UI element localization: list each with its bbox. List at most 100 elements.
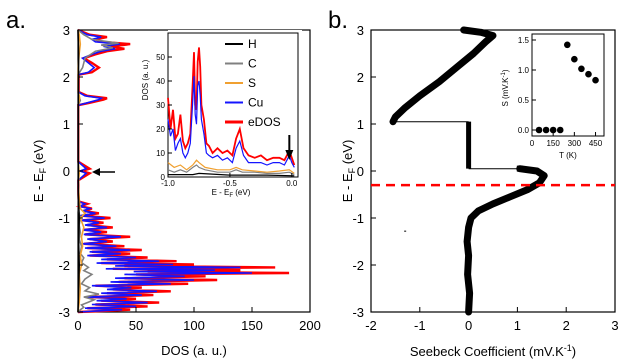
panel-label-b: b. xyxy=(328,7,348,34)
inset-y-tick-label: 10 xyxy=(156,149,165,158)
x-tick-label: 0 xyxy=(74,318,81,333)
inset-series-line-c xyxy=(167,164,295,176)
inset-y-tick-label: 50 xyxy=(156,53,165,62)
series-line-c xyxy=(77,29,119,313)
inset-data-point xyxy=(571,55,578,63)
y-tick-label: 0 xyxy=(63,164,70,179)
inset-x-tick-label: -1.0 xyxy=(161,179,175,188)
inset-data-point xyxy=(535,126,543,134)
y-tick-label: 2 xyxy=(357,70,364,85)
inset-y-tick-label: 40 xyxy=(156,77,165,86)
inset-x-tick-label: -0.5 xyxy=(223,179,237,188)
series-line-cu xyxy=(77,29,253,313)
inset-arrow-head xyxy=(285,150,294,160)
panel-b-inset-chart: 0 150 300 450 0.0 0.5 1.0 1.5 T (K) S (mV.K-1) xyxy=(501,32,610,160)
panel-b-x-axis-title: Seebeck Coefficient (mV.K-1) xyxy=(410,343,576,359)
y-tick-label: -3 xyxy=(352,305,364,320)
inset-y-tick-label: 0.0 xyxy=(518,126,530,135)
inset-a-y-axis-title: DOS (a. u.) xyxy=(141,59,150,100)
y-tick-label: 0 xyxy=(357,164,364,179)
inset-data-point xyxy=(592,76,599,84)
inset-y-tick-label: 20 xyxy=(156,125,165,134)
fermi-arrow-icon xyxy=(92,168,115,176)
y-tick-label: -1 xyxy=(352,211,364,226)
panel-label-a: a. xyxy=(6,7,26,34)
inset-a-series-group xyxy=(167,47,296,177)
x-tick-label: 150 xyxy=(241,318,263,333)
inset-b-points xyxy=(535,41,599,134)
panel-b-y-axis-title: E - EF (eV) xyxy=(340,140,357,203)
inset-data-point xyxy=(542,126,550,134)
inset-a-x-ticks: -1.0 -0.5 0.0 xyxy=(161,173,298,188)
legend-label-h: H xyxy=(248,37,257,51)
inset-series-line-s xyxy=(167,159,295,174)
x-tick-label: 200 xyxy=(299,318,321,333)
inset-data-point xyxy=(556,126,564,134)
inset-data-point xyxy=(549,126,557,134)
inset-b-x-axis-title: T (K) xyxy=(559,151,577,160)
inset-a-background xyxy=(168,30,302,182)
x-tick-label: 2 xyxy=(563,318,570,333)
inset-a-y-ticks: 0 10 20 30 40 50 xyxy=(156,53,172,182)
y-tick-label: -1 xyxy=(58,211,70,226)
legend-label-edos: eDOS xyxy=(248,115,281,129)
inset-b-y-ticks: 0.0 0.5 1.0 1.5 xyxy=(518,36,536,135)
inset-y-tick-label: 1.0 xyxy=(518,66,530,75)
inset-b-background xyxy=(522,32,610,140)
panel-a-y-ticks: -3 -2 -1 0 1 2 3 xyxy=(58,23,83,320)
inset-x-tick-label: 300 xyxy=(568,139,582,148)
arrow-head xyxy=(92,168,100,176)
x-tick-label: 0 xyxy=(465,318,472,333)
inset-y-tick-label: 1.5 xyxy=(518,36,530,45)
inset-data-point xyxy=(563,41,571,49)
panel-a-x-ticks: 0 50 100 150 200 xyxy=(74,307,321,333)
x-tick-label: 100 xyxy=(183,318,205,333)
inset-y-tick-label: 30 xyxy=(156,101,165,110)
panel-a-y-axis-title: E - EF (eV) xyxy=(31,140,48,203)
panel-a-x-axis-title: DOS (a. u.) xyxy=(161,343,227,358)
inset-series-line-edos xyxy=(167,47,296,166)
inset-b-plot-frame xyxy=(531,33,605,137)
x-tick-label: 1 xyxy=(514,318,521,333)
inset-x-tick-label: 0.0 xyxy=(286,179,298,188)
legend-label-s: S xyxy=(248,76,256,90)
legend-label-cu: Cu xyxy=(248,96,263,110)
x-tick-label: 50 xyxy=(129,318,143,333)
inset-x-tick-label: 450 xyxy=(589,139,603,148)
legend-label-c: C xyxy=(248,57,257,71)
panel-b-x-ticks: -2 -1 0 1 2 3 xyxy=(365,307,619,333)
x-tick-label: 3 xyxy=(611,318,618,333)
inset-series-line-cu xyxy=(167,76,295,168)
y-tick-label: -3 xyxy=(58,305,70,320)
inset-y-tick-label: 0 xyxy=(161,173,166,182)
inset-y-tick-label: 0.5 xyxy=(518,96,530,105)
y-tick-label: -2 xyxy=(58,258,70,273)
seebeck-marker xyxy=(516,165,523,172)
y-tick-label: -2 xyxy=(352,258,364,273)
seebeck-upper-curve xyxy=(389,26,497,126)
panel-b-y-ticks: -3 -2 -1 0 1 2 3 xyxy=(352,23,376,320)
x-tick-label: -2 xyxy=(365,318,377,333)
panel-b-series-group xyxy=(371,26,615,316)
y-tick-label: 2 xyxy=(63,70,70,85)
inset-b-x-ticks: 0 150 300 450 xyxy=(530,132,603,148)
panel-a-inset-chart: -1.0 -0.5 0.0 0 10 20 30 40 50 E - EF (eV) DOS … xyxy=(141,30,302,199)
inset-arrow-icon xyxy=(285,135,294,160)
inset-a-x-axis-title: E - EF (eV) xyxy=(212,188,251,199)
inset-x-tick-label: 0 xyxy=(530,139,535,148)
x-tick-label: -1 xyxy=(414,318,426,333)
inset-a-legend: HCS Cu eDOS xyxy=(225,37,281,129)
inset-b-y-axis-title: S (mV.K-1) xyxy=(501,69,510,106)
seebeck-lower-curve xyxy=(463,165,548,316)
y-tick-label: 1 xyxy=(357,117,364,132)
inset-series-line-h xyxy=(168,172,295,177)
y-tick-label: 3 xyxy=(357,23,364,38)
inset-x-tick-label: 150 xyxy=(546,139,560,148)
y-tick-label: 1 xyxy=(63,117,70,132)
inset-data-point xyxy=(578,65,585,73)
y-tick-label: 3 xyxy=(63,23,70,38)
inset-data-point xyxy=(585,70,592,78)
